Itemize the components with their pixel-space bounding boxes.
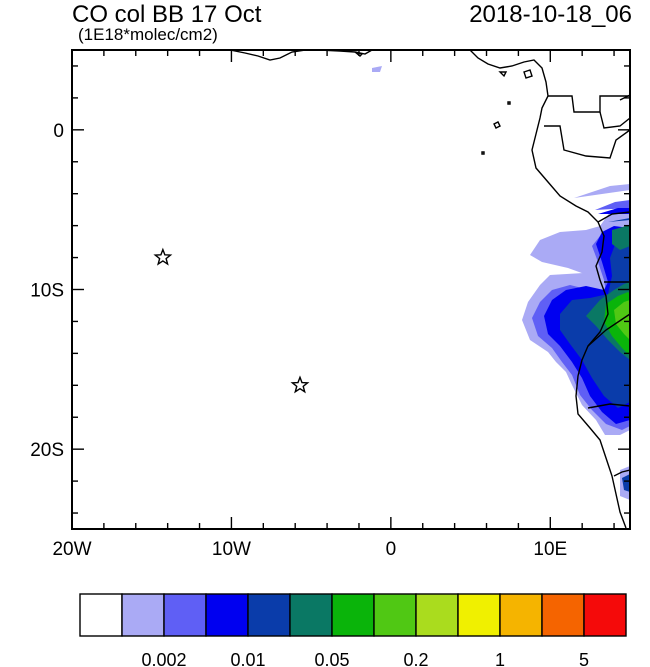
- border-4: [597, 211, 630, 223]
- colorbar: 0.002 0.01 0.05 0.2 1 5: [79, 593, 627, 667]
- plume-south-tip: [622, 474, 630, 492]
- timestamp-label: 2018-10-18_06: [469, 1, 632, 28]
- x-tick-label: 20W: [52, 539, 91, 560]
- colorbar-swatch: [247, 593, 291, 637]
- colorbar-label: 0.01: [230, 650, 265, 667]
- colorbar-label: 1: [495, 650, 505, 667]
- colorbar-swatch: [499, 593, 543, 637]
- island-2: [507, 101, 511, 105]
- map-title: CO col BB 17 Oct: [72, 1, 262, 28]
- y-tick-label: 10S: [30, 281, 64, 302]
- axis-tick-labels: 20W 10W 0 10E 0 10S 20S: [30, 121, 567, 560]
- star-icon: [290, 375, 310, 394]
- colorbar-label: 5: [579, 650, 589, 667]
- border-7: [587, 403, 630, 409]
- colorbar-label: 0.05: [314, 650, 349, 667]
- border-6: [587, 313, 630, 347]
- star-icon: [153, 247, 173, 266]
- colorbar-label: 0.002: [141, 650, 186, 667]
- colorbar-swatch: [457, 593, 501, 637]
- island-3: [481, 151, 485, 155]
- colorbar-swatch: [331, 593, 375, 637]
- y-tick-label: 0: [53, 121, 64, 142]
- colorbar-swatch: [583, 593, 627, 637]
- plume-teal-2: [612, 226, 630, 250]
- border-8: [613, 469, 630, 477]
- border-3: [599, 111, 630, 129]
- co-plume-layer: [372, 66, 630, 500]
- marker-layer: [153, 247, 310, 394]
- colorbar-swatch: [79, 593, 123, 637]
- colorbar-swatch: [373, 593, 417, 637]
- x-tick-label: 10E: [533, 539, 567, 560]
- x-tick-label: 0: [386, 539, 397, 560]
- axis-ticks: [71, 50, 630, 529]
- island-5: [523, 69, 533, 79]
- border-1: [548, 95, 630, 113]
- colorbar-swatch: [289, 593, 333, 637]
- plume-streak: [372, 66, 382, 72]
- colorbar-label: 0.2: [403, 650, 428, 667]
- island-1: [493, 121, 501, 129]
- colorbar-swatch: [541, 593, 585, 637]
- coastline-gulf: [229, 50, 373, 61]
- units-subtitle: (1E18*molec/cm2): [78, 25, 218, 44]
- border-2: [544, 125, 630, 159]
- colorbar-swatch: [415, 593, 459, 637]
- colorbar-swatch: [163, 593, 207, 637]
- colorbar-swatch: [121, 593, 165, 637]
- island-4: [498, 71, 508, 78]
- x-tick-label: 10W: [212, 539, 251, 560]
- y-tick-label: 20S: [30, 440, 64, 461]
- colorbar-swatch: [205, 593, 249, 637]
